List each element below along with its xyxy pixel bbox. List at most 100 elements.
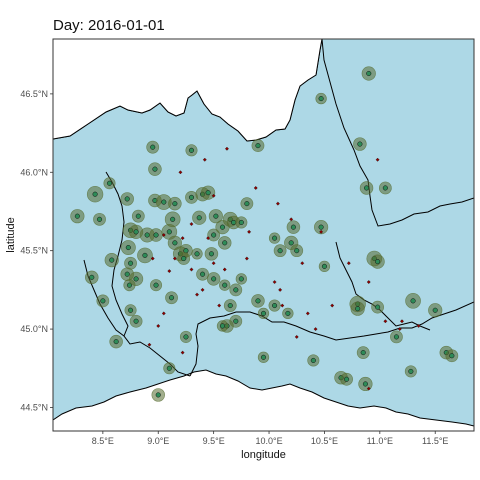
sensor-point <box>366 386 371 391</box>
sensor-point <box>294 334 299 339</box>
station-marker <box>129 314 143 328</box>
sensor-point <box>222 267 227 272</box>
sensor-point <box>375 157 380 162</box>
sensor-point <box>195 292 200 297</box>
station-marker <box>168 196 182 211</box>
station-marker <box>165 291 178 305</box>
monitoring-stations <box>70 66 459 402</box>
sensor-point <box>305 311 310 316</box>
station-marker <box>124 304 137 317</box>
sensor-point <box>189 267 194 272</box>
region-border-north-east <box>321 39 474 227</box>
sensor-point <box>217 303 222 308</box>
station-marker <box>223 299 237 312</box>
station-marker <box>192 210 207 225</box>
station-marker <box>273 244 287 258</box>
y-tick-label: 46.5°N <box>20 89 48 99</box>
station-marker <box>179 330 192 343</box>
x-tick-label: 11.5°E <box>422 436 448 446</box>
station-marker <box>124 256 137 270</box>
station-marker <box>356 346 370 359</box>
sensor-point <box>416 323 421 328</box>
x-tick-label: 10.5°E <box>311 436 338 446</box>
sensor-point <box>147 342 152 347</box>
sensor-point <box>244 256 249 261</box>
station-marker <box>120 240 136 256</box>
station-marker <box>85 270 99 285</box>
sensor-point <box>280 303 285 308</box>
station-marker <box>217 236 232 250</box>
sensor-point <box>397 327 402 332</box>
sensor-points <box>147 146 421 391</box>
station-marker <box>229 283 243 297</box>
sensor-point <box>319 229 324 234</box>
sensor-point <box>224 146 229 151</box>
sensor-point <box>189 222 194 227</box>
station-marker <box>93 212 106 226</box>
station-marker <box>240 197 254 211</box>
station-marker <box>235 273 248 285</box>
sensor-point <box>272 280 277 285</box>
station-marker <box>359 181 374 195</box>
station-marker <box>167 235 182 250</box>
station-marker <box>149 228 163 242</box>
x-tick-label: 11.0°E <box>367 436 393 446</box>
sensor-point <box>172 256 177 261</box>
sensor-point <box>247 229 252 234</box>
sensor-point <box>180 236 185 241</box>
station-marker <box>204 247 219 261</box>
station-marker <box>318 260 331 273</box>
station-marker <box>216 320 229 332</box>
sensor-point <box>180 350 185 355</box>
station-marker <box>163 362 176 375</box>
sensor-point <box>253 185 258 190</box>
station-marker <box>370 254 385 269</box>
x-axis-title: longitude <box>241 449 286 461</box>
sensor-point <box>366 280 371 285</box>
station-marker <box>268 299 281 312</box>
sensor-point <box>313 327 318 332</box>
sensor-point <box>211 193 216 198</box>
sensor-point <box>278 287 283 292</box>
station-marker <box>177 252 191 265</box>
y-tick-label: 45.5°N <box>20 246 48 256</box>
station-marker <box>109 334 123 349</box>
station-marker <box>185 190 198 204</box>
station-marker <box>185 144 198 157</box>
sensor-point <box>178 170 183 175</box>
sensor-point <box>300 261 305 266</box>
station-marker <box>137 247 153 264</box>
station-marker <box>378 181 392 195</box>
y-axis-title: latitude <box>5 217 17 252</box>
sensor-point <box>156 323 161 328</box>
x-tick-label: 9.5°E <box>203 436 225 446</box>
station-marker <box>361 66 376 81</box>
sensor-point <box>161 233 166 237</box>
station-marker <box>146 140 160 154</box>
station-marker <box>251 139 265 153</box>
y-tick-label: 46.0°N <box>20 167 48 177</box>
station-marker <box>390 330 403 344</box>
panel-border <box>52 38 475 432</box>
sensor-point <box>161 311 166 316</box>
station-marker <box>445 349 459 363</box>
sensor-point <box>150 256 155 261</box>
station-marker <box>404 365 417 378</box>
station-marker <box>268 232 281 244</box>
station-marker <box>103 177 116 190</box>
sensor-point <box>383 319 388 324</box>
station-marker <box>257 307 270 320</box>
land-cutout-north <box>53 39 323 142</box>
station-marker <box>340 372 353 386</box>
station-marker <box>196 267 209 281</box>
station-marker <box>315 92 327 105</box>
station-marker <box>128 224 144 239</box>
station-marker <box>86 186 104 203</box>
x-tick-label: 9.0°E <box>147 436 169 446</box>
sensor-point <box>289 217 294 222</box>
station-marker <box>405 293 421 309</box>
station-marker <box>251 294 265 308</box>
region-border-west <box>105 171 191 377</box>
station-marker <box>151 388 165 402</box>
